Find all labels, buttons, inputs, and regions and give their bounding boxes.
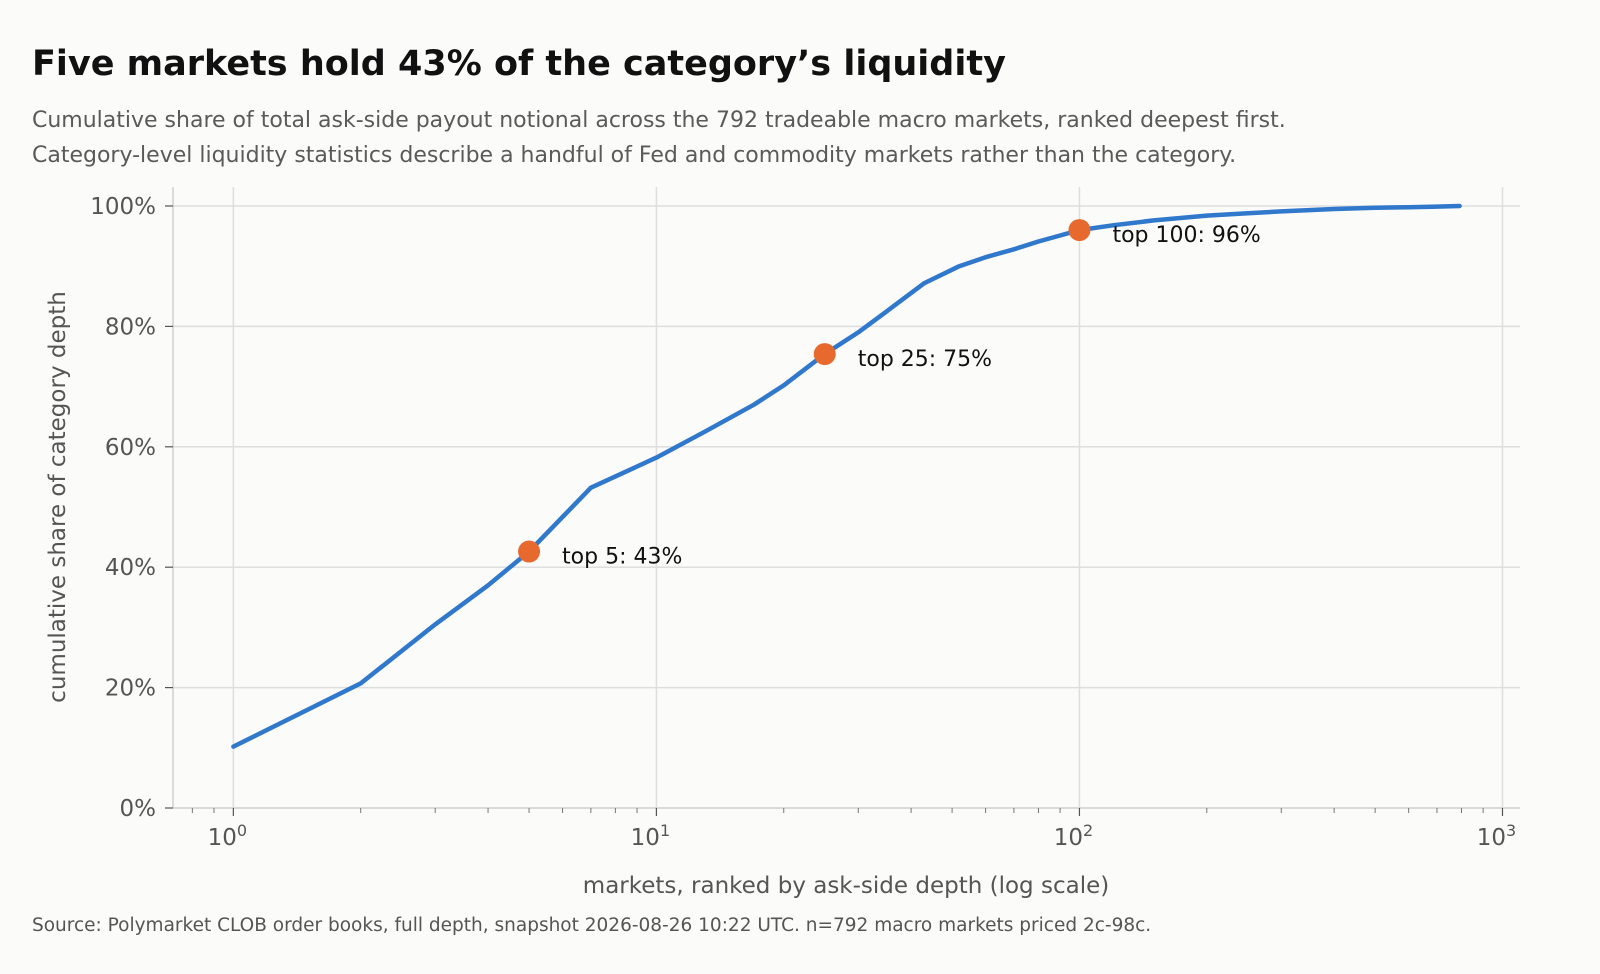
y-tick-label: 60% [105, 435, 156, 461]
y-tick-label: 80% [105, 314, 156, 340]
annotation-marker [813, 343, 836, 366]
x-tick-label: 101 [631, 821, 670, 851]
annotation-label: top 5: 43% [562, 545, 682, 570]
y-tick-label: 0% [120, 796, 157, 822]
annotation-marker [518, 540, 541, 563]
annotation-layer: top 5: 43% top 25: 75% top 100: 96% [518, 219, 1261, 570]
annotation-label: top 25: 75% [858, 347, 992, 372]
chart-title: Five markets hold 43% of the category’s … [32, 44, 1006, 84]
y-tick-label: 40% [105, 555, 156, 581]
annotation-label: top 100: 96% [1112, 223, 1260, 248]
chart-subtitle-line-1: Cumulative share of total ask-side payou… [32, 108, 1286, 133]
x-tick-label: 100 [208, 821, 247, 851]
axes-layer [172, 187, 1520, 809]
x-tick-label: 103 [1477, 821, 1516, 851]
cumulative-share-line [231, 203, 1462, 749]
x-axis-label: markets, ranked by ask-side depth (log s… [583, 873, 1109, 899]
series-layer [231, 203, 1462, 749]
y-axis-label: cumulative share of category depth [45, 291, 71, 703]
chart-subtitle-line-2: Category-level liquidity statistics desc… [32, 143, 1237, 168]
y-tick-label: 100% [90, 194, 156, 220]
y-tick-label: 20% [105, 676, 156, 702]
grid-layer [173, 187, 1520, 808]
annotation-marker [1068, 219, 1091, 242]
x-tick-label: 102 [1054, 821, 1093, 851]
ticks-layer: 0% 20% 40% 60% 80% 100% 100 101 102 103 [90, 194, 1516, 851]
source-note: Source: Polymarket CLOB order books, ful… [32, 915, 1152, 936]
